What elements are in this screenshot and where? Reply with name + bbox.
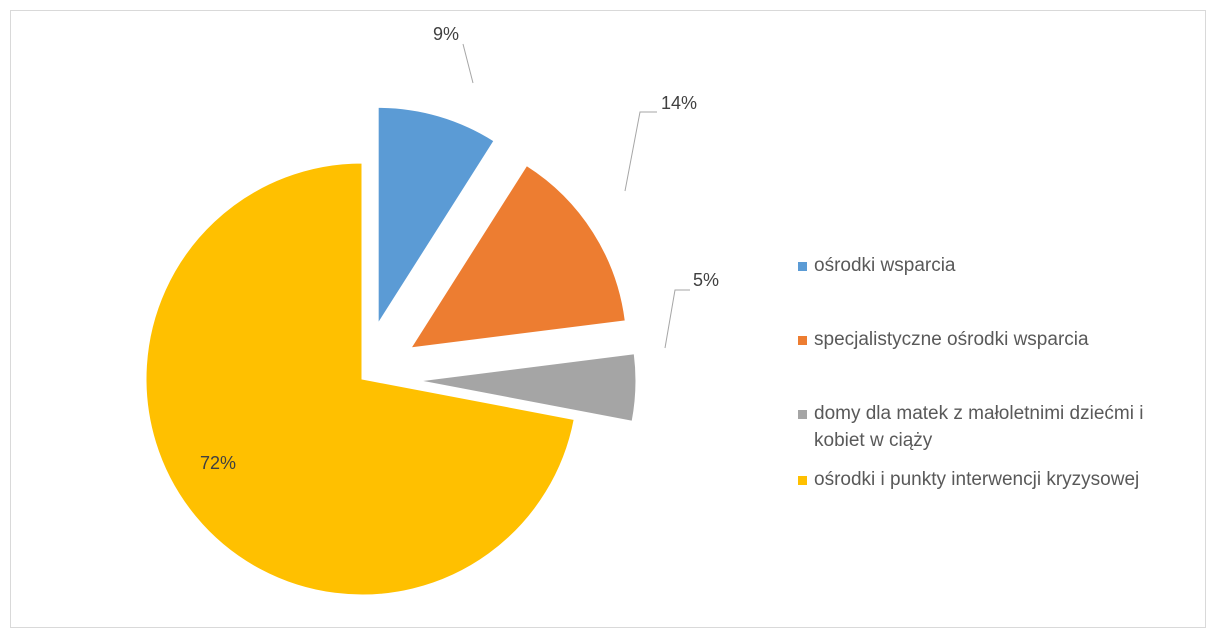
legend-label: ośrodki wsparcia [814, 255, 956, 276]
legend-item: ośrodki wsparcia [798, 252, 1198, 279]
data-label: 9% [433, 24, 459, 44]
legend-label: domy dla matek z małoletnimi dziećmi i k… [814, 403, 1144, 451]
pie-slice [145, 162, 575, 596]
legend-label: ośrodki i punkty interwencji kryzysowej [814, 469, 1140, 490]
pie-slice [409, 164, 626, 349]
pie-slice [377, 106, 495, 326]
leader-line [462, 43, 474, 84]
slices-layer [145, 106, 637, 596]
legend: ośrodki wsparcia specjalistyczne ośrodki… [798, 252, 1198, 493]
leader-line [664, 289, 690, 349]
data-label: 72% [200, 453, 236, 473]
data-labels-layer: 9% 14% 5% 72% [200, 24, 719, 473]
legend-swatch [798, 476, 807, 485]
pie-slice [419, 353, 637, 422]
chart-frame [10, 10, 1206, 628]
legend-label: specjalistyczne ośrodki wsparcia [814, 329, 1089, 350]
legend-swatch [798, 410, 807, 419]
leader-lines-layer [462, 43, 690, 349]
legend-item: ośrodki i punkty interwencji kryzysowej [798, 466, 1198, 493]
data-label: 5% [693, 270, 719, 290]
leader-line [624, 111, 657, 192]
legend-item: specjalistyczne ośrodki wsparcia [798, 326, 1198, 353]
data-label: 14% [661, 93, 697, 113]
legend-swatch [798, 262, 807, 271]
legend-swatch [798, 336, 807, 345]
legend-item: domy dla matek z małoletnimi dziećmi i k… [798, 400, 1198, 454]
